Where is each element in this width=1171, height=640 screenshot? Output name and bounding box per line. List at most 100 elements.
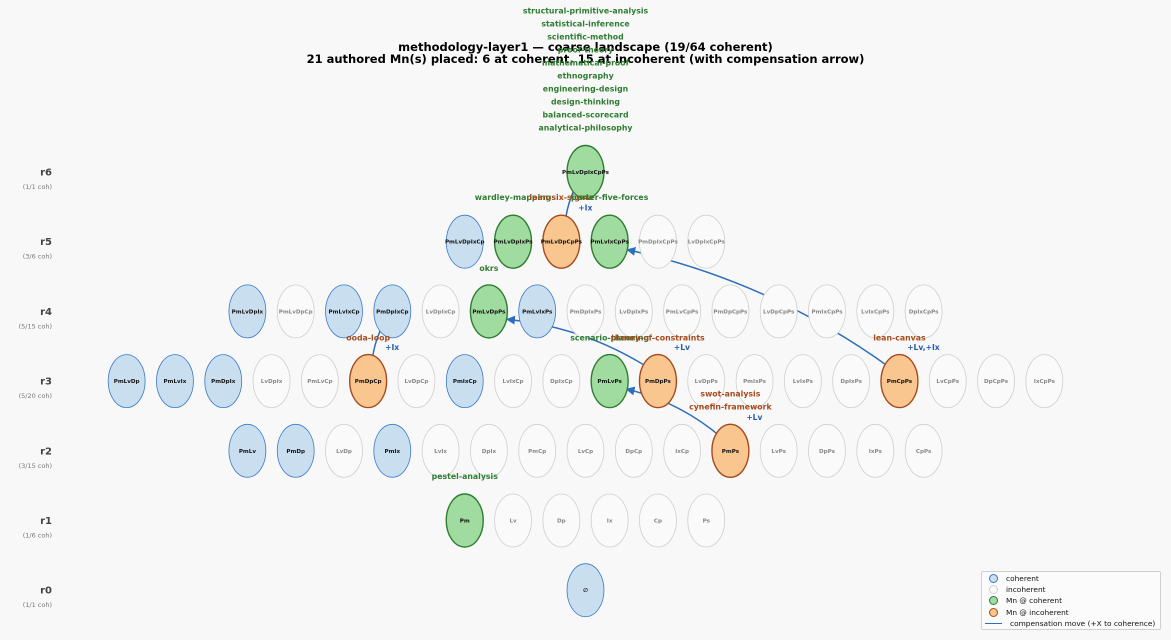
node-ellipse	[590, 214, 629, 269]
node-ellipse	[687, 354, 726, 409]
lattice-node: LvDpPs	[687, 354, 726, 409]
node-label: DpIx	[482, 449, 497, 455]
node-ellipse	[663, 284, 701, 339]
lattice-node: DpCpPs	[977, 354, 1015, 409]
node-ellipse	[542, 354, 581, 409]
legend-item-mn-incoh: Mn @ incoherent	[988, 607, 1069, 618]
lattice-node: LvDpIxCpPs	[687, 214, 725, 269]
node-ellipse	[856, 423, 895, 478]
lattice-node: Pm	[445, 493, 484, 548]
node-ellipse	[373, 423, 412, 478]
lattice-node: IxCpPs	[1025, 354, 1064, 409]
node-ellipse	[156, 354, 194, 409]
lattice-node: PmLvCp	[300, 354, 339, 409]
compensation-label: +Ix	[385, 343, 399, 352]
node-label: IxPs	[869, 449, 883, 455]
lattice-node: PmDpIxCp	[373, 284, 412, 339]
node-ellipse	[832, 354, 871, 409]
lattice-node: PmDpPs	[638, 353, 678, 409]
node-label: PmLvDpIxCp	[445, 240, 485, 246]
node-label: Cp	[654, 519, 662, 525]
rank-label: r1	[40, 516, 52, 527]
node-ellipse	[904, 284, 943, 339]
node-label: PmIx	[384, 449, 400, 455]
diagram-title-line1: methodology-layer1 — coarse landscape (1…	[398, 40, 773, 54]
lattice-node: PmLvIxCp	[325, 284, 363, 339]
node-label: DpIxCpPs	[909, 309, 939, 315]
node-ellipse	[1025, 354, 1064, 409]
lattice-node: LvDp	[325, 423, 363, 478]
lattice-node: PmIx	[373, 423, 412, 478]
node-ellipse	[469, 423, 508, 478]
legend-item-arrow: compensation move (+X to coherence)	[985, 618, 1155, 629]
lattice-node: PmLv	[228, 423, 267, 478]
methodology-label: okrs	[479, 264, 498, 273]
lattice-node: ∅	[566, 563, 605, 618]
lattice-node: DpIxPs	[832, 354, 871, 409]
compensation-label: +Lv	[674, 343, 690, 352]
node-ellipse	[348, 353, 388, 409]
node-ellipse	[638, 353, 678, 409]
node-ellipse	[494, 354, 532, 409]
node-label: Dp	[557, 519, 566, 525]
node-ellipse	[928, 354, 967, 409]
node-label: PmPs	[722, 449, 740, 455]
node-ellipse	[204, 354, 243, 409]
node-label: LvPs	[771, 449, 786, 455]
legend-swatch	[989, 607, 998, 617]
node-label: PmLvDpIxCpPs	[562, 170, 610, 176]
methodology-label: mathematical-proof	[542, 59, 630, 68]
legend-swatch	[989, 596, 998, 606]
lattice-node: Lv	[494, 493, 532, 548]
node-label: PmDpIxPs	[570, 309, 602, 315]
node-ellipse	[566, 563, 605, 618]
node-ellipse	[493, 214, 533, 269]
node-label: PmCpPs	[887, 379, 913, 385]
lattice-node: PmDpIxCpPs	[638, 214, 678, 269]
lattice-node: LvDpIx	[252, 354, 291, 409]
lattice-node: LvDpCpPs	[759, 284, 798, 339]
node-label: PmLvDpIx	[232, 309, 264, 315]
node-ellipse	[566, 423, 605, 478]
node-ellipse	[566, 144, 605, 200]
node-label: PmDpPs	[645, 379, 672, 385]
node-ellipse	[494, 493, 532, 548]
compensation-arrow	[625, 386, 723, 439]
node-label: PmLvDpIxPs	[494, 240, 533, 246]
node-label: LvIxCp	[503, 379, 524, 385]
node-ellipse	[759, 284, 798, 339]
legend-item-incoherent: incoherent	[988, 584, 1046, 595]
node-ellipse	[614, 284, 653, 339]
lattice-node: CpPs	[904, 423, 943, 478]
lattice-node: LvDpIxPs	[614, 284, 653, 339]
node-ellipse	[639, 214, 677, 269]
node-label: Pm	[460, 519, 470, 525]
rank-label: r5	[40, 237, 52, 248]
node-ellipse	[518, 423, 557, 478]
rank-label: r2	[40, 446, 52, 457]
legend-swatch	[989, 574, 998, 583]
lattice-node: PmLvDpIxCpPs	[562, 144, 610, 200]
node-label: PmLvDpCpPs	[541, 240, 583, 246]
node-label: LvCpPs	[936, 379, 959, 385]
node-ellipse	[687, 493, 726, 548]
methodology-label: statistical-inference	[541, 20, 629, 29]
node-label: PmLvCp	[307, 379, 332, 385]
node-ellipse	[735, 354, 774, 409]
methodology-label: structural-primitive-analysis	[523, 7, 649, 16]
node-label: PmLvDpCp	[279, 309, 313, 315]
node-label: LvDpIx	[261, 379, 283, 385]
rank-label: r0	[40, 586, 52, 597]
lattice-node: LvDpIxCp	[421, 284, 460, 339]
node-ellipse	[542, 214, 581, 269]
node-label: PmCp	[528, 449, 546, 455]
node-ellipse	[300, 354, 339, 409]
lattice-node: IxPs	[856, 423, 895, 478]
legend-label: Mn @ coherent	[1006, 596, 1062, 606]
methodology-label: porter-five-forces	[571, 193, 649, 202]
legend-item-coherent: coherent	[988, 573, 1039, 584]
lattice-node: LvIxCpPs	[856, 284, 895, 339]
methodology-label: cynefin-framework	[689, 402, 772, 411]
node-ellipse	[759, 423, 798, 478]
legend-swatch	[985, 622, 1002, 624]
